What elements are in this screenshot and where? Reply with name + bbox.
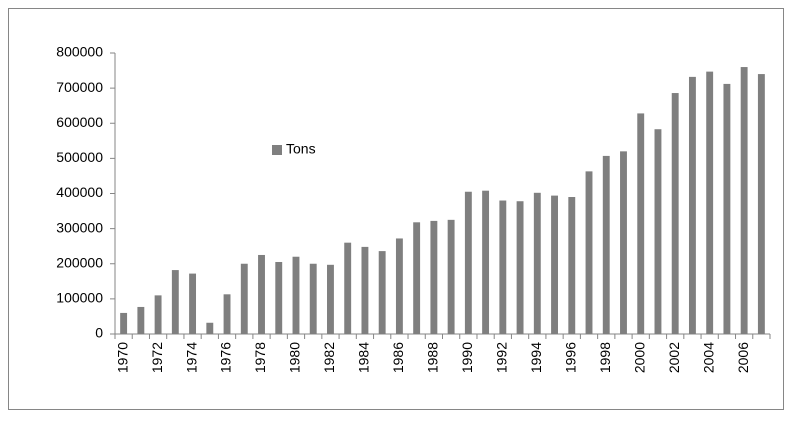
bar [240,263,248,334]
bar [154,295,162,334]
bar [688,76,696,334]
x-tick-label: 1978 [252,342,268,373]
x-tick-label: 1982 [321,342,337,373]
x-tick-label: 1988 [425,342,441,373]
bar [568,197,576,334]
bar [292,256,300,334]
x-tick-label: 1976 [218,342,234,373]
bar [258,254,265,334]
bar [413,222,421,334]
y-tick-label: 600000 [56,114,103,130]
legend-swatch [272,145,282,155]
bar [137,306,145,334]
bar [395,238,403,334]
x-tick-label: 1994 [528,342,544,373]
bar [223,294,231,334]
x-tick-label: 1990 [459,342,475,373]
bar [533,192,541,334]
x-tick-label: 2000 [631,342,647,373]
x-tick-label: 2006 [735,342,751,373]
bar [706,71,714,335]
y-tick-label: 300000 [56,219,103,235]
bar [430,220,438,334]
bar [447,219,455,334]
x-tick-label: 1972 [149,342,165,373]
x-tick-label: 1998 [597,342,613,373]
y-tick-label: 500000 [56,149,103,165]
bar [723,83,731,334]
bar [757,74,765,334]
x-tick-label: 2002 [666,342,682,373]
bar [361,246,369,334]
y-tick-label: 400000 [56,184,103,200]
bar [602,155,610,334]
y-tick-label: 700000 [56,79,103,95]
bar [516,201,524,334]
bar [344,242,352,334]
bar [585,171,593,334]
bar [637,113,645,334]
bar [482,190,490,334]
x-tick-label: 1980 [287,342,303,373]
legend-label: Tons [286,141,316,157]
y-tick-label: 0 [95,325,103,341]
bar [620,151,627,334]
bar [499,200,507,334]
chart-frame [8,8,784,410]
x-tick-label: 1984 [356,342,372,373]
bar [671,93,679,334]
y-tick-label: 200000 [56,254,103,270]
bar [327,264,334,334]
x-tick-label: 1974 [183,342,199,373]
bar [309,263,317,334]
bar [464,191,472,334]
bar [189,273,197,334]
bar [120,312,128,334]
bar [740,67,748,335]
x-tick-label: 1992 [494,342,510,373]
bar [654,129,662,334]
x-tick-label: 2004 [700,342,716,373]
x-tick-label: 1996 [562,342,578,373]
y-tick-label: 800000 [56,44,103,60]
x-tick-label: 1970 [114,342,130,373]
y-tick-label: 100000 [56,290,103,306]
bar [206,322,214,334]
bar [275,261,283,334]
x-tick-label: 1986 [390,342,406,373]
bar [551,195,558,334]
bar [378,251,386,334]
bar [171,270,179,334]
